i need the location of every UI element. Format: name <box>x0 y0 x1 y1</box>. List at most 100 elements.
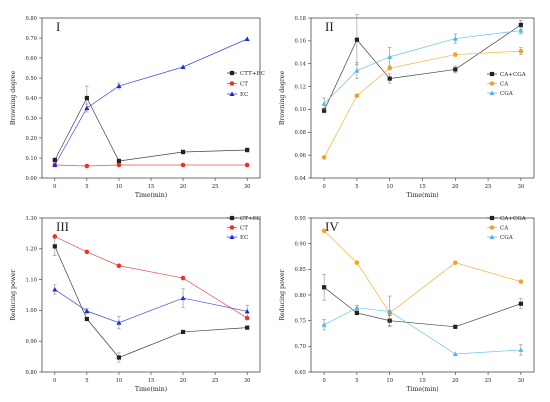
series-line <box>323 50 521 158</box>
data-point <box>452 260 458 265</box>
data-point <box>180 329 186 335</box>
y-tick-label: 0.00 <box>25 176 37 182</box>
legend-marker <box>229 225 235 230</box>
x-tick-label: 25 <box>212 184 219 190</box>
panel-3: III 0.80 0.90 1.00 1.10 1.20 1.30 0 5 10 15 20 25 30 T… <box>10 216 261 393</box>
y-tick-label: 0.80 <box>25 16 37 22</box>
panel-label: II <box>325 19 334 34</box>
x-tick-label: 0 <box>53 378 56 384</box>
data-point <box>452 351 458 357</box>
legend-entry: CGA <box>487 90 514 97</box>
data-point <box>518 301 523 306</box>
series-line <box>323 230 521 314</box>
plot-frame <box>41 17 261 179</box>
panel-1: I 0.00 0.10 0.20 0.30 0.40 0.50 0.60 0.70 0.80 0 5 1… <box>10 16 265 199</box>
legend-entry: CTT+EC <box>227 70 265 77</box>
series-CGA <box>321 295 524 357</box>
x-tick-label: 30 <box>244 378 251 384</box>
data-point <box>116 158 122 164</box>
series-CT <box>52 234 250 321</box>
y-tick-label: 0.75 <box>294 318 306 324</box>
x-tick-label: 10 <box>116 184 123 190</box>
data-point <box>354 305 360 310</box>
data-point <box>180 275 186 281</box>
y-tick-label: 1.00 <box>25 308 37 314</box>
legend-entry: CT <box>227 81 248 88</box>
data-point <box>354 37 360 42</box>
series-EC <box>52 284 250 330</box>
data-point <box>387 308 393 314</box>
data-point <box>321 228 327 234</box>
y-tick-label: 0.16 <box>294 39 306 45</box>
series-CA+CGA <box>322 14 523 114</box>
plot-frame <box>310 17 535 179</box>
data-point <box>321 101 327 106</box>
series-line <box>54 164 248 167</box>
legend-label: CGA <box>500 91 514 97</box>
y-tick-label: 1.30 <box>25 216 37 222</box>
legend-marker <box>229 70 235 76</box>
y-tick-label: 0.65 <box>294 370 306 376</box>
data-point <box>84 163 90 169</box>
data-point <box>180 64 186 69</box>
data-point <box>354 93 360 99</box>
data-point <box>84 95 89 101</box>
x-tick-label: 20 <box>452 184 459 190</box>
x-axis-label: Time(min) <box>406 192 438 199</box>
y-tick-label: 1.20 <box>25 247 37 253</box>
data-point <box>52 244 57 249</box>
legend-entry: CT <box>227 225 248 232</box>
legend-label: CGA <box>500 235 514 241</box>
legend-label: EC <box>240 235 248 241</box>
data-point <box>387 65 393 71</box>
data-point <box>453 67 458 72</box>
data-point <box>322 285 327 290</box>
data-point <box>180 149 186 155</box>
series-CGA <box>321 26 524 110</box>
legend-entry: CA+CGA <box>487 71 527 78</box>
legend-entry: CGA <box>487 234 514 241</box>
y-axis-label: Reducing power <box>10 269 17 320</box>
x-tick-label: 20 <box>180 378 187 384</box>
x-tick-label: 0 <box>322 184 325 190</box>
panel-label: I <box>56 19 60 34</box>
series-CA <box>321 228 524 316</box>
x-tick-label: 10 <box>386 184 393 190</box>
data-point <box>452 35 458 41</box>
y-tick-label: 0.70 <box>294 344 306 350</box>
y-tick-label: 0.10 <box>294 107 306 113</box>
y-tick-label: 0.85 <box>294 267 306 273</box>
x-tick-label: 15 <box>419 378 426 384</box>
legend-marker <box>489 90 495 95</box>
x-tick-label: 5 <box>85 378 88 384</box>
legend-entry: CA <box>487 225 509 232</box>
y-tick-label: 0.08 <box>294 130 306 136</box>
legend-entry: EC <box>227 91 248 98</box>
legend-label: CTT+EC <box>240 71 265 77</box>
data-point <box>116 83 122 88</box>
x-tick-label: 10 <box>116 378 123 384</box>
legend-marker <box>229 215 235 221</box>
legend-marker <box>489 71 495 77</box>
legend-label: CT+EC <box>240 216 261 222</box>
legend-label: CA <box>500 226 509 232</box>
data-point <box>84 249 90 255</box>
data-point <box>52 286 58 292</box>
y-tick-label: 0.06 <box>294 153 306 159</box>
data-point <box>116 320 122 325</box>
y-tick-label: 0.50 <box>25 76 37 82</box>
data-point <box>354 67 360 73</box>
x-axis-label: Time(min) <box>135 192 167 199</box>
x-tick-label: 15 <box>419 184 426 190</box>
legend-label: CA+CGA <box>500 216 527 222</box>
data-point <box>518 347 524 352</box>
data-point <box>387 54 393 59</box>
series-line <box>54 236 248 319</box>
y-tick-label: 0.18 <box>294 16 306 22</box>
legend-label: CA+CGA <box>500 72 527 78</box>
data-point <box>518 48 524 54</box>
x-tick-label: 15 <box>148 378 155 384</box>
data-point <box>52 234 58 239</box>
y-tick-label: 0.80 <box>25 370 37 376</box>
